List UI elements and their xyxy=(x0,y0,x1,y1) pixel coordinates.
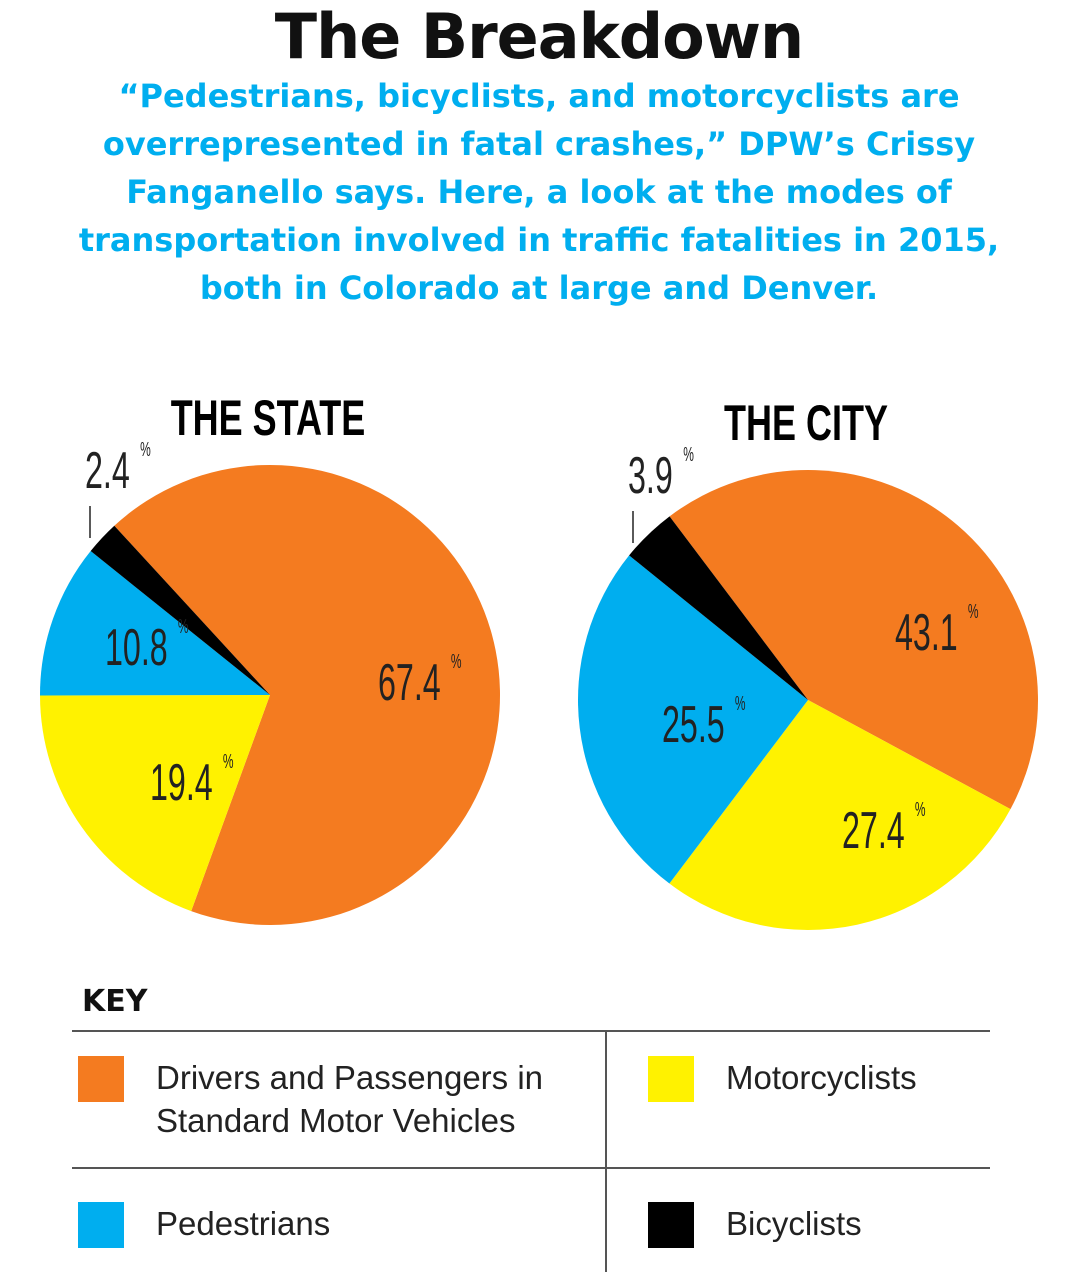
key-label: Drivers and Passengers in Standard Motor… xyxy=(156,1059,544,1139)
key-item-motorcyclists: Motorcyclists xyxy=(648,1056,917,1102)
pie-state: THE STATE 67.4 % 19.4 % 10.8 % 2.4% xyxy=(40,391,501,925)
percent-sign: % xyxy=(451,651,462,673)
swatch-yellow xyxy=(648,1056,694,1102)
key-item-bicyclists: Bicyclists xyxy=(648,1202,862,1248)
percent-sign: % xyxy=(735,693,746,715)
key-label: Pedestrians xyxy=(156,1205,331,1242)
swatch-orange xyxy=(78,1056,124,1102)
percent-sign: % xyxy=(968,601,979,623)
subtitle: “Pedestrians, bicyclists, and motorcycli… xyxy=(78,77,1000,307)
data-label: 43.1 xyxy=(895,604,958,662)
key-divider xyxy=(72,1030,990,1032)
pie-slice xyxy=(669,700,1011,930)
percent-sign: % xyxy=(683,444,694,466)
key-item-pedestrians: Pedestrians xyxy=(78,1202,330,1248)
key-label: Motorcyclists xyxy=(726,1059,917,1096)
percent-sign: % xyxy=(140,439,151,461)
percent-sign: % xyxy=(223,751,234,773)
percent-sign: % xyxy=(178,616,189,638)
key-divider xyxy=(72,1167,990,1169)
key-item-drivers: Drivers and Passengers in Standard Motor… xyxy=(78,1056,596,1142)
pie-slice xyxy=(90,525,270,695)
page-title: The Breakdown xyxy=(274,0,804,73)
data-label: 27.4 xyxy=(842,802,905,860)
pie-slice xyxy=(669,469,1038,810)
data-label: 3.9 xyxy=(628,447,673,505)
key-label: Bicyclists xyxy=(726,1205,862,1242)
pie-slice xyxy=(629,516,808,700)
data-label: 2.4 xyxy=(85,442,130,500)
pie-slice xyxy=(114,464,501,925)
data-label: 67.4 xyxy=(378,654,441,712)
key-divider xyxy=(605,1030,607,1272)
data-label: 19.4 xyxy=(150,754,213,812)
pie-slice xyxy=(40,695,270,912)
pie-slice xyxy=(577,555,808,884)
pie-charts: THE STATE 67.4 % 19.4 % 10.8 % 2.4% THE CITY 43.1… xyxy=(40,391,1038,930)
pie-city: THE CITY 43.1 % 27.4 % 25.5 % 3.9% xyxy=(577,396,1038,930)
data-label: 25.5 xyxy=(662,696,725,754)
pie-slice xyxy=(40,551,270,696)
swatch-blue xyxy=(78,1202,124,1248)
pie-title: THE STATE xyxy=(171,391,366,446)
data-label: 10.8 xyxy=(105,619,168,677)
key-title: KEY xyxy=(82,984,148,1019)
percent-sign: % xyxy=(915,799,926,821)
pie-title: THE CITY xyxy=(724,396,888,451)
swatch-black xyxy=(648,1202,694,1248)
